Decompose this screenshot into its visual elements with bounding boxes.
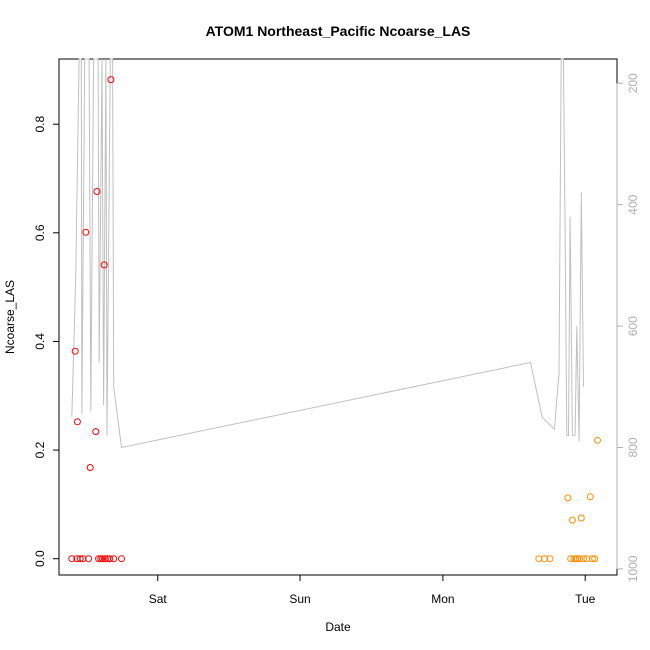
series-1-point-9 bbox=[86, 464, 94, 471]
y-tick-label-0.8: 0.8 bbox=[33, 116, 47, 133]
y-axis-right: 200 400 600 800 1000 bbox=[616, 73, 640, 582]
series-2-point-16 bbox=[591, 555, 599, 563]
series-2-point-4 bbox=[564, 494, 572, 502]
y-tick-label-0.2: 0.2 bbox=[33, 441, 47, 458]
y-axis-label: Ncoarse_LAS bbox=[3, 280, 17, 354]
x-tick-label-sat: Sat bbox=[149, 592, 168, 606]
x-tick-label-mon: Mon bbox=[431, 592, 454, 606]
series-2-point-5 bbox=[567, 555, 575, 563]
y-tick-label-0.4: 0.4 bbox=[33, 333, 47, 350]
series-1-point-7 bbox=[82, 228, 90, 236]
series-1-point-2 bbox=[71, 347, 79, 355]
profile-layer bbox=[71, 58, 584, 449]
series-2-point-14 bbox=[586, 493, 594, 501]
series-1-point-15 bbox=[100, 261, 108, 269]
plot-area bbox=[58, 58, 618, 576]
points-layer bbox=[68, 76, 601, 563]
series-1-point-14 bbox=[99, 555, 106, 563]
series-2-point-15 bbox=[588, 555, 596, 563]
series-1-point-19 bbox=[107, 76, 115, 84]
series-1-point-18 bbox=[106, 555, 114, 563]
right-tick-label-400: 400 bbox=[626, 194, 640, 214]
series-1-point-10 bbox=[92, 428, 100, 436]
series-2-point-6 bbox=[568, 516, 576, 524]
series-2-point-12 bbox=[580, 555, 587, 563]
right-tick-label-800: 800 bbox=[626, 437, 640, 457]
x-tick-label-tue: Tue bbox=[575, 592, 596, 606]
series-1-point-4 bbox=[73, 418, 81, 426]
series-1-point-21 bbox=[118, 555, 125, 563]
series-1-point-12 bbox=[95, 555, 103, 563]
y-tick-label-0.6: 0.6 bbox=[33, 224, 47, 241]
series-1-point-11 bbox=[93, 188, 101, 195]
series-2-point-10 bbox=[576, 555, 584, 563]
chart-title: ATOM1 Northeast_Pacific Ncoarse_LAS bbox=[206, 23, 471, 39]
y-tick-label-0.0: 0.0 bbox=[33, 550, 47, 567]
x-tick-label-sun: Sun bbox=[289, 592, 310, 606]
series-1-point-1 bbox=[68, 555, 76, 563]
x-axis: Sat Sun Mon Tue bbox=[149, 575, 596, 606]
series-2-point-3 bbox=[546, 555, 554, 563]
series-1-point-20 bbox=[110, 555, 118, 563]
right-tick-label-200: 200 bbox=[626, 73, 640, 93]
right-tick-label-600: 600 bbox=[626, 316, 640, 336]
series-1-point-16 bbox=[101, 555, 109, 563]
series-1-point-8 bbox=[85, 555, 93, 563]
right-tick-label-1000: 1000 bbox=[626, 555, 640, 582]
series-2-point-17 bbox=[594, 436, 601, 444]
series-1-point-5 bbox=[76, 555, 84, 563]
series-2-point-11 bbox=[577, 514, 585, 522]
profile-line bbox=[71, 58, 584, 449]
y-axis: 0.0 0.2 0.4 0.6 0.8 bbox=[33, 116, 60, 567]
x-axis-label: Date bbox=[325, 620, 351, 634]
